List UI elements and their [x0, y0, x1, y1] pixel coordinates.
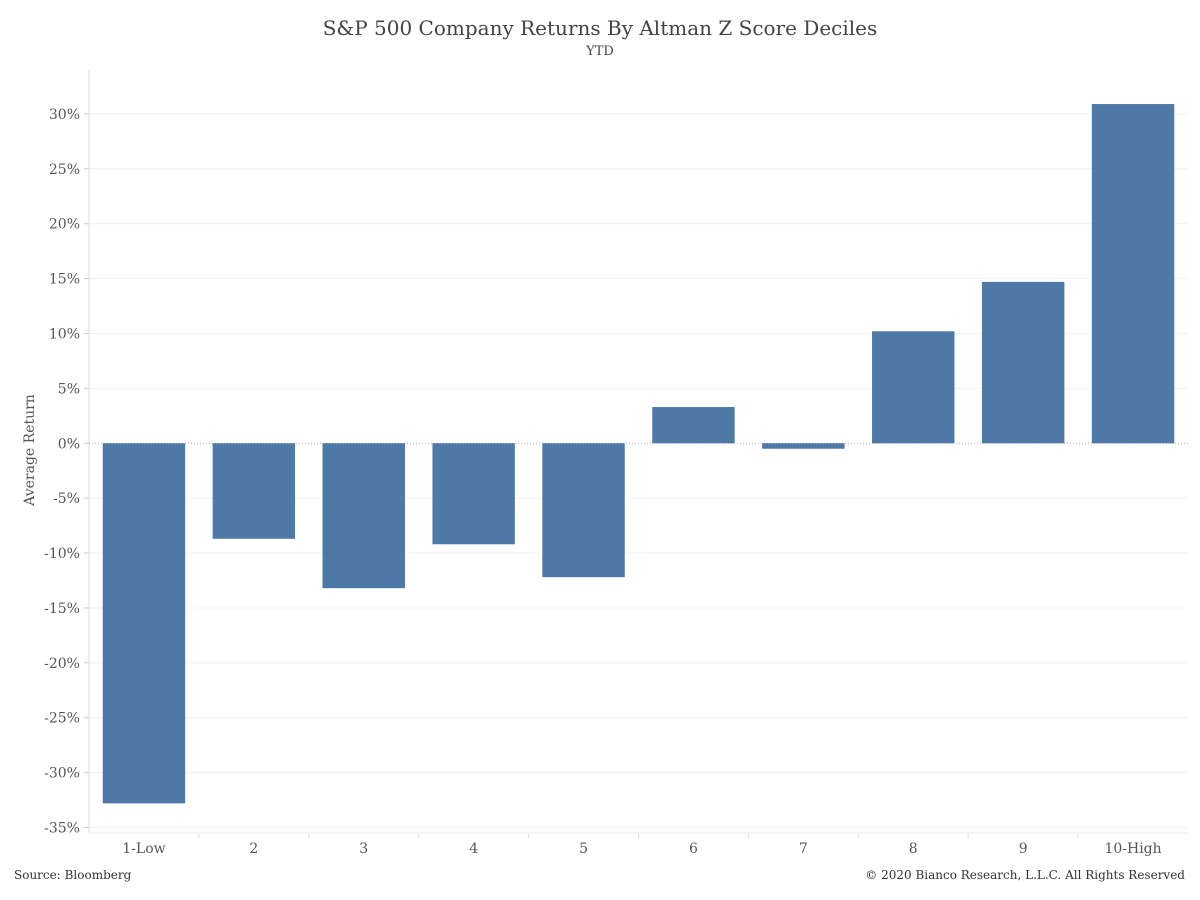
bar	[432, 443, 515, 545]
x-tick-label: 4	[469, 841, 478, 857]
bar	[212, 443, 296, 539]
x-tick-label: 3	[359, 841, 368, 857]
y-tick-label: -25%	[44, 711, 80, 727]
tick-labels: 30% 25% 20% 15% 10% 5% 0% -5% -10% -15% -20% -25% -3…	[44, 107, 1162, 857]
bar	[872, 331, 955, 444]
x-tick-label: 2	[249, 841, 258, 857]
y-tick-label: -10%	[44, 546, 80, 562]
chart-subtitle: YTD	[586, 44, 614, 59]
y-tick-label: 15%	[49, 272, 80, 288]
bar	[102, 443, 186, 804]
x-tick-label: 7	[799, 841, 808, 857]
x-tick-label: 1-Low	[122, 841, 165, 857]
x-tick-label: 9	[1019, 841, 1028, 857]
chart-title: S&P 500 Company Returns By Altman Z Scor…	[322, 16, 878, 40]
y-tick-label: 10%	[49, 326, 80, 342]
x-tick-label: 10-High	[1104, 841, 1161, 857]
y-tick-label: 0%	[58, 436, 80, 452]
y-tick-label: 30%	[49, 107, 80, 123]
y-tick-label: 20%	[49, 217, 80, 233]
gridlines	[89, 113, 1188, 829]
x-tick-label: 6	[689, 841, 698, 857]
y-tick-label: -35%	[44, 821, 80, 837]
bar	[652, 407, 735, 444]
y-tick-label: -20%	[44, 656, 80, 672]
y-tick-label: -5%	[53, 491, 80, 507]
y-tick-label: 25%	[49, 162, 80, 178]
y-tick-label: 5%	[58, 381, 80, 397]
bar	[542, 443, 625, 578]
x-tick-label: 5	[579, 841, 588, 857]
bars	[102, 104, 1175, 804]
x-tick-label: 8	[909, 841, 918, 857]
y-tick-label: -30%	[44, 766, 80, 782]
bar	[1091, 104, 1175, 444]
bar	[322, 443, 405, 589]
bar	[981, 281, 1065, 444]
copyright-note: © 2020 Bianco Research, L.L.C. All Right…	[865, 868, 1185, 882]
y-tick-label: -15%	[44, 601, 80, 617]
source-note: Source: Bloomberg	[14, 868, 132, 882]
bar	[762, 443, 845, 449]
